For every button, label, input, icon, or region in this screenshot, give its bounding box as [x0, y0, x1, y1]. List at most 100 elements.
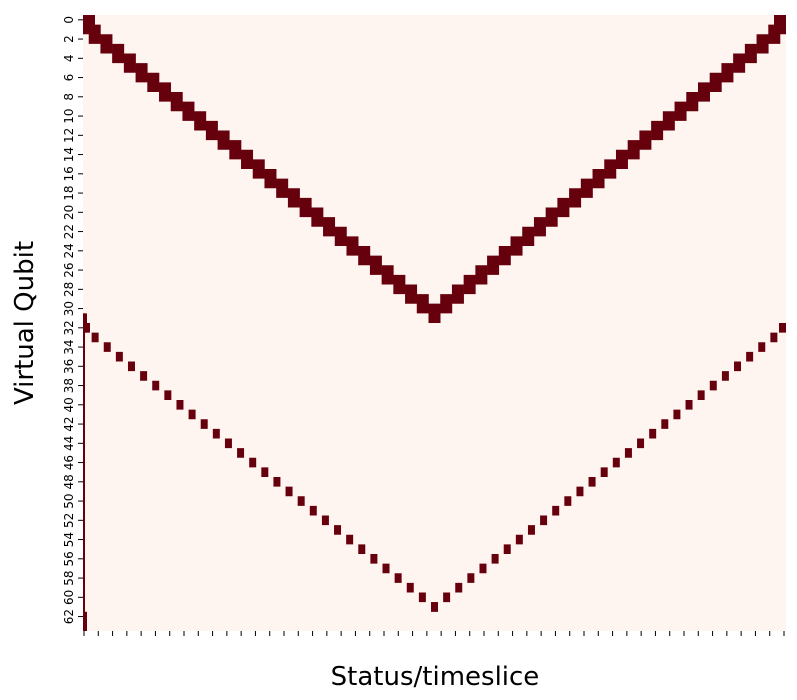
y-tick-label: 48: [62, 474, 76, 489]
upper_v-cell: [744, 43, 757, 64]
upper_v-cell: [182, 101, 195, 121]
lower_v-cell: [152, 380, 160, 391]
y-tick-label: 44: [62, 436, 76, 451]
lower_v-cell: [540, 515, 548, 526]
edge-line: [83, 313, 85, 631]
lower_v-cell: [164, 390, 172, 400]
y-tick-label: 10: [62, 108, 76, 123]
y-tick-label: 50: [62, 493, 76, 508]
upper_v-cell: [498, 246, 511, 266]
upper_v-cell: [533, 217, 546, 237]
lower_v-cell: [443, 592, 451, 603]
upper_v-cell: [100, 34, 113, 54]
lower_v-cell: [91, 332, 99, 343]
y-tick-label: 42: [62, 416, 76, 431]
upper_v-cell: [229, 140, 242, 160]
lower_v-cell: [734, 361, 742, 372]
y-tick-label: 14: [62, 147, 76, 162]
upper_v-cell: [276, 178, 289, 198]
upper_v-cell: [487, 255, 500, 275]
lower_v-cell: [612, 457, 620, 468]
lower_v-cell: [455, 582, 463, 593]
y-tick-label: 6: [62, 74, 76, 82]
y-tick-label: 46: [62, 455, 76, 470]
lower_v-cell: [758, 342, 766, 352]
upper_v-cell: [721, 63, 734, 83]
y-tick-label: 60: [62, 590, 76, 605]
y-tick-label: 32: [62, 320, 76, 335]
upper_v-cell: [217, 130, 230, 150]
y-tick-label: 34: [62, 339, 76, 354]
upper_v-cell: [662, 111, 675, 131]
upper_v-cell: [615, 149, 628, 169]
upper_v-cell: [112, 43, 125, 64]
edge-cell: [83, 15, 87, 25]
y-tick-label: 56: [62, 551, 76, 566]
upper_v-cell: [475, 265, 488, 285]
lower_v-cell: [200, 419, 208, 429]
x-axis-label: Status/timeslice: [331, 662, 540, 692]
upper_v-cell: [674, 101, 687, 121]
lower_v-cell: [624, 448, 632, 458]
upper_v-cell: [451, 284, 464, 304]
lower_v-cell: [515, 534, 523, 545]
upper_v-cell: [299, 197, 312, 218]
lower_v-cell: [527, 525, 535, 535]
lower_v-cell: [588, 477, 596, 487]
upper_v-cell: [733, 53, 746, 73]
upper_v-cell: [135, 63, 148, 83]
upper_v-cell: [123, 53, 136, 73]
lower_v-cell: [661, 419, 669, 429]
upper_v-cell: [311, 207, 324, 227]
upper_v-cell: [170, 92, 183, 112]
lower_v-cell: [576, 486, 584, 497]
upper_v-cell: [709, 72, 722, 92]
y-axis-ticks: 0246810121416182022242628303234363840424…: [62, 16, 83, 624]
y-tick-label: 20: [62, 205, 76, 220]
lower_v-cell: [721, 371, 729, 381]
upper_v-cell: [592, 169, 605, 189]
upper_v-cell: [194, 111, 207, 131]
lower_v-cell: [709, 380, 717, 391]
heatmap-cells: [83, 15, 786, 631]
y-tick-label: 8: [62, 93, 76, 101]
y-tick-label: 22: [62, 224, 76, 239]
x-axis-ticks: [83, 631, 785, 636]
upper_v-cell: [252, 159, 265, 179]
upper_v-cell: [405, 284, 418, 304]
lower_v-cell: [115, 351, 123, 362]
y-tick-label: 16: [62, 166, 76, 181]
y-tick-label: 38: [62, 378, 76, 393]
upper_v-cell: [440, 294, 453, 314]
y-tick-label: 52: [62, 513, 76, 528]
y-tick-label: 54: [62, 532, 76, 547]
lower_v-cell: [746, 351, 754, 362]
upper_v-cell: [159, 82, 172, 102]
y-tick-label: 26: [62, 262, 76, 277]
lower_v-cell: [479, 563, 487, 574]
lower_v-cell: [309, 505, 317, 516]
lower_v-cell: [285, 486, 293, 497]
lower_v-cell: [334, 525, 342, 535]
upper_v-cell: [557, 197, 570, 218]
lower_v-cell: [697, 390, 705, 400]
y-tick-label: 30: [62, 301, 76, 316]
lower_v-cell: [249, 457, 257, 468]
lower_v-cell: [406, 582, 414, 593]
upper_v-cell: [88, 24, 101, 44]
y-tick-label: 24: [62, 243, 76, 258]
upper_v-cell: [287, 188, 300, 208]
lower_v-cell: [552, 505, 560, 516]
lower_v-cell: [370, 554, 378, 564]
lower_v-cell: [673, 409, 681, 420]
lower_v-cell: [600, 467, 608, 477]
y-tick-label: 36: [62, 359, 76, 374]
upper_v-cell: [358, 246, 371, 266]
upper_v-cell: [346, 236, 359, 256]
lower_v-cell: [321, 515, 329, 526]
lower_v-cell: [212, 428, 220, 439]
lower_v-cell: [685, 400, 693, 410]
upper_v-cell: [147, 72, 160, 92]
upper_v-cell: [334, 226, 347, 246]
